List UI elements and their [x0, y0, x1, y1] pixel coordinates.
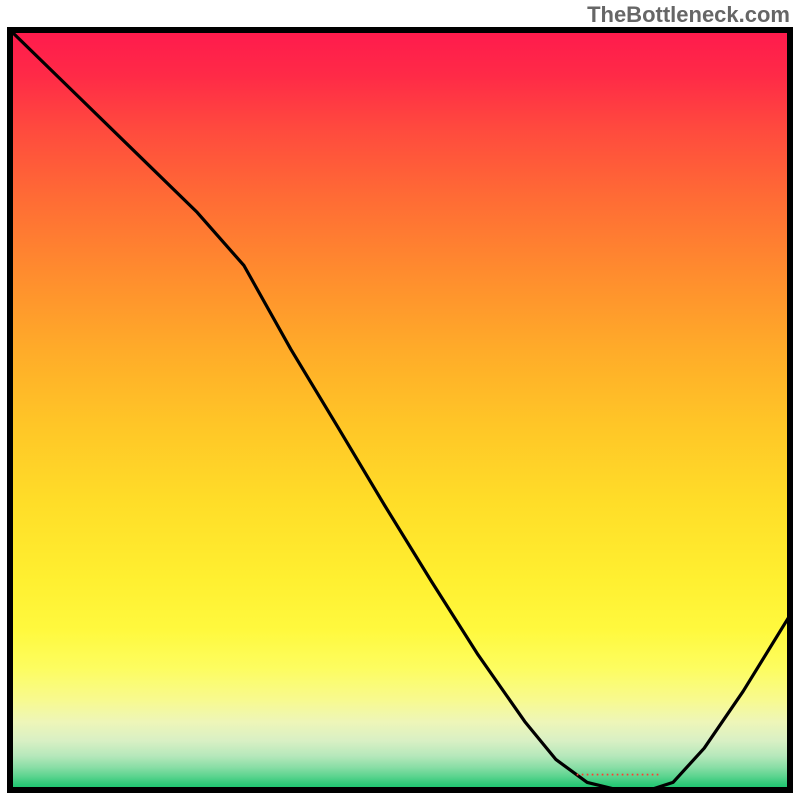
chart-container: TheBottleneck.com ·················	[0, 0, 800, 800]
bottleneck-chart: ·················	[0, 0, 800, 800]
watermark-label: TheBottleneck.com	[587, 2, 790, 28]
optimal-marker-label: ·················	[576, 768, 661, 782]
